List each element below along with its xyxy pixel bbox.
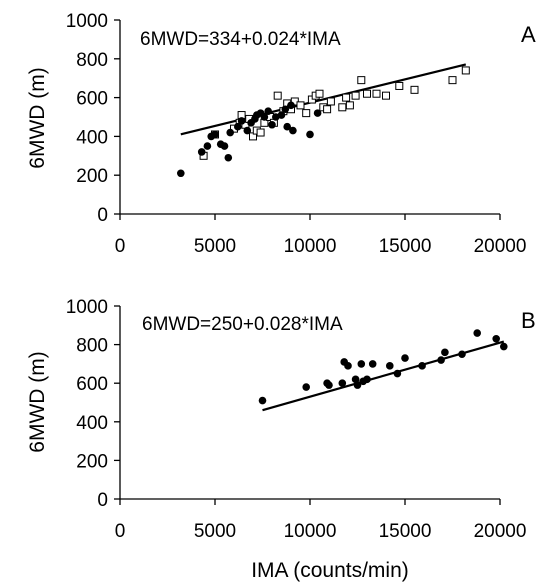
panel-b-point-circle xyxy=(351,375,360,384)
panel-a-point-circle xyxy=(306,130,314,139)
panel-a-y-tick-label: 0 xyxy=(97,205,108,226)
panel-a-point-circle xyxy=(211,130,219,139)
panel-b-y-tick-label: 1000 xyxy=(66,297,108,318)
panel-b-y-tick-label: 200 xyxy=(76,451,108,472)
panel-a-point-circle xyxy=(268,120,276,129)
panel-b-y-tick-label: 800 xyxy=(76,336,108,357)
panel-a-point-square xyxy=(315,89,324,98)
panel-a-equation: 6MWD=334+0.024*IMA xyxy=(140,29,341,50)
panel-b-point-circle xyxy=(492,335,501,343)
panel-a-y-axis-title: 6MWD (m) xyxy=(26,67,49,168)
panel-a-point-square xyxy=(342,93,351,102)
panel-b-point-circle xyxy=(368,360,377,368)
panel-b-point-circle xyxy=(363,375,371,384)
panel-a-point-square xyxy=(338,103,347,112)
panel-a-point-square xyxy=(323,105,332,114)
panel-a-point-circle xyxy=(272,113,280,121)
panel-b-point-circle xyxy=(473,329,482,337)
panel-b-label: B xyxy=(521,308,536,333)
panel-a-point-circle xyxy=(197,148,206,156)
panel-b-point-circle xyxy=(302,383,311,391)
panel-b-point-circle xyxy=(441,348,449,357)
panel-b-x-tick-label: 15000 xyxy=(379,521,432,542)
panel-b-point-circle xyxy=(393,369,402,378)
panel-b-x-tick-label: 0 xyxy=(115,521,126,542)
panel-b-point-circle xyxy=(344,362,352,370)
panel-a-point-square xyxy=(326,97,335,106)
panel-a-point-circle xyxy=(313,109,322,117)
panel-a-point-square xyxy=(395,81,404,90)
panel-a-point-circle xyxy=(203,142,212,150)
panel-a-point-circle xyxy=(234,122,242,131)
panel-b-equation: 6MWD=250+0.028*IMA xyxy=(142,314,343,335)
panel-a-point-square xyxy=(448,76,457,85)
panel-b-chart: 6MWD=250+0.028*IMA B 6MWD (m) IMA (count… xyxy=(26,297,536,582)
panel-a-y-tick-label: 800 xyxy=(76,50,108,71)
panel-a-y-tick-label: 600 xyxy=(76,89,108,110)
panel-b-regression-line xyxy=(262,340,505,412)
panel-a-point-circle xyxy=(260,113,269,121)
panel-a-point-circle xyxy=(226,128,234,137)
panel-a-point-circle xyxy=(264,107,273,115)
panel-a-point-circle xyxy=(177,169,185,178)
panel-a-point-square xyxy=(273,91,282,100)
panel-b-point-circle xyxy=(357,360,366,368)
panel-a-x-tick-label: 0 xyxy=(115,236,126,257)
panel-a-point-square xyxy=(461,66,470,75)
panel-b-x-tick-label: 10000 xyxy=(284,521,337,542)
panel-b-y-tick-label: 600 xyxy=(76,374,108,395)
panel-a-x-tick-label: 5000 xyxy=(194,236,236,257)
panel-a-regression-line xyxy=(180,63,467,136)
panel-a-point-square xyxy=(410,85,419,94)
panel-a-point-circle xyxy=(289,126,297,135)
panel-a-point-square xyxy=(296,101,305,110)
panel-b-x-tick-label: 20000 xyxy=(474,521,527,542)
panel-b-point-circle xyxy=(258,396,267,405)
panel-b-y-tick-label: 0 xyxy=(97,490,108,511)
panel-a-point-circle xyxy=(287,101,295,110)
panel-a-chart: 6MWD=334+0.024*IMA A 6MWD (m) 0 200 400 600… xyxy=(26,11,536,257)
panel-b-point-circle xyxy=(437,356,445,364)
panel-b-y-axis-title: 6MWD (m) xyxy=(26,351,49,452)
panel-a-y-tick-label: 400 xyxy=(76,127,108,148)
panel-a-point-square xyxy=(357,76,366,85)
panel-a-label: A xyxy=(521,22,536,47)
panel-b-point-circle xyxy=(338,379,347,388)
panel-b-point-circle xyxy=(418,362,426,370)
panel-a-point-circle xyxy=(281,105,290,114)
panel-b-point-circle xyxy=(386,362,394,370)
panel-a-point-circle xyxy=(277,111,286,119)
panel-a-point-square xyxy=(382,91,390,100)
panel-b-point-circle xyxy=(325,381,333,389)
panel-a-point-square xyxy=(363,89,371,98)
panel-a-point-circle xyxy=(243,126,252,135)
panel-a-point-square xyxy=(256,128,265,137)
panel-a-point-circle xyxy=(237,117,246,125)
panel-a-point-circle xyxy=(224,153,233,162)
panel-a-point-circle xyxy=(283,122,292,131)
panel-a-x-tick-label: 10000 xyxy=(284,236,337,257)
panel-b-point-circle xyxy=(458,350,466,359)
panel-a-point-square xyxy=(351,91,360,100)
panel-b-point-circle xyxy=(401,354,409,362)
panel-a-point-square xyxy=(302,109,311,118)
panel-a-y-tick-label: 1000 xyxy=(66,11,108,32)
panel-a-point-square xyxy=(372,89,381,98)
panel-a-y-tick-label: 200 xyxy=(76,166,108,187)
panel-b-point-circle xyxy=(353,381,362,389)
panel-a-x-tick-label: 20000 xyxy=(474,236,527,257)
panel-b-y-tick-label: 400 xyxy=(76,413,108,434)
panel-b-point-circle xyxy=(500,342,508,351)
panel-b-x-tick-label: 5000 xyxy=(194,521,236,542)
panel-a-x-tick-label: 15000 xyxy=(379,236,432,257)
panel-a-point-circle xyxy=(220,142,229,150)
panel-a-point-square xyxy=(345,101,354,110)
panel-b-x-axis-title: IMA (counts/min) xyxy=(251,559,409,582)
